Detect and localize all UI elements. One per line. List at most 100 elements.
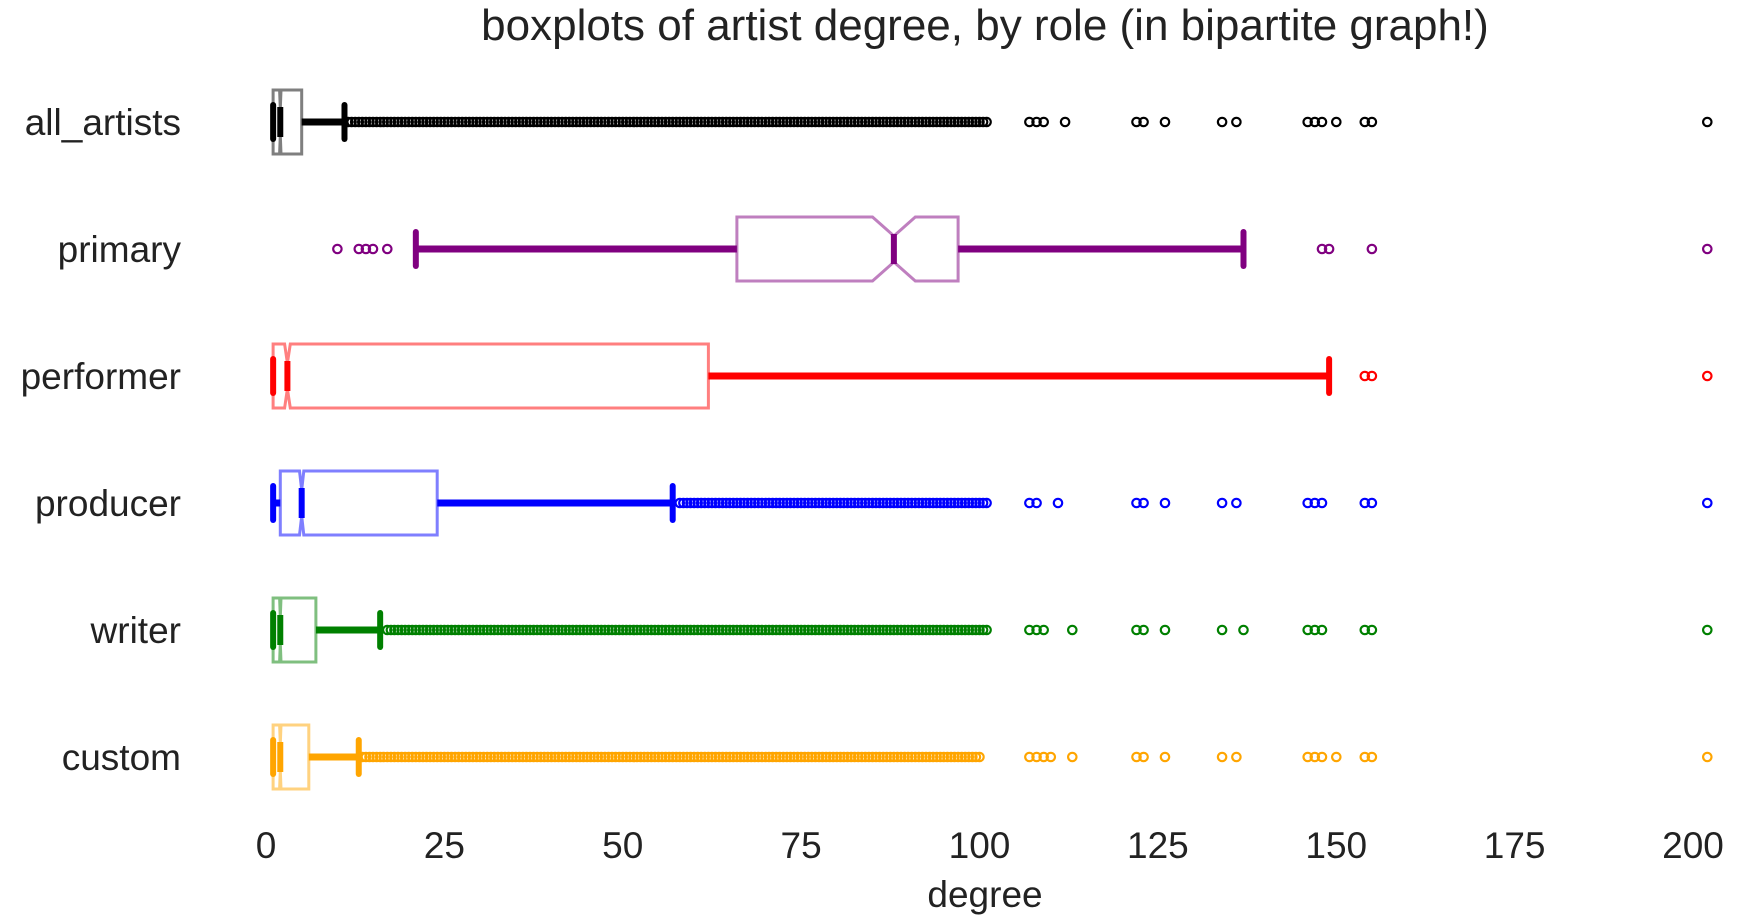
outlier-point bbox=[859, 624, 871, 636]
outlier-point bbox=[774, 624, 785, 636]
outlier-point bbox=[403, 116, 414, 128]
outlier-point bbox=[856, 497, 868, 509]
outlier-point bbox=[799, 116, 810, 128]
outlier-point bbox=[1316, 497, 1328, 509]
outlier-point bbox=[592, 116, 604, 128]
outlier-point bbox=[913, 751, 925, 763]
outlier-point bbox=[827, 497, 839, 509]
outlier-point bbox=[535, 116, 546, 128]
outlier-point bbox=[906, 116, 917, 128]
outlier-point bbox=[899, 116, 910, 128]
outlier-point bbox=[446, 116, 457, 128]
outlier-point bbox=[877, 116, 889, 128]
outlier-point bbox=[488, 751, 500, 763]
outlier-point bbox=[831, 751, 843, 763]
outlier-point bbox=[549, 624, 561, 636]
outlier-point bbox=[863, 624, 875, 636]
outlier-point bbox=[799, 497, 810, 509]
outlier-point bbox=[884, 497, 896, 509]
outlier-point bbox=[692, 116, 703, 128]
outlier-point bbox=[770, 497, 782, 509]
outlier-point bbox=[777, 497, 789, 509]
outlier-point bbox=[553, 624, 564, 636]
outlier-point bbox=[1031, 751, 1042, 763]
outlier-point bbox=[617, 751, 629, 763]
outlier-point bbox=[399, 116, 411, 128]
outlier-point bbox=[674, 116, 686, 128]
x-tick-label: 75 bbox=[781, 825, 822, 866]
outlier-point bbox=[774, 116, 785, 128]
outlier-point bbox=[742, 497, 753, 509]
outlier-point bbox=[763, 497, 775, 509]
outlier-point bbox=[981, 624, 992, 636]
outlier-point bbox=[767, 751, 778, 763]
outlier-point bbox=[731, 624, 743, 636]
outlier-point bbox=[688, 116, 700, 128]
outlier-point bbox=[785, 116, 796, 128]
outlier-point bbox=[874, 497, 885, 509]
outlier-point bbox=[938, 497, 950, 509]
outlier-point bbox=[720, 624, 732, 636]
outlier-point bbox=[546, 751, 557, 763]
outlier-point bbox=[360, 116, 372, 128]
outlier-point bbox=[924, 497, 935, 509]
outlier-point bbox=[460, 751, 472, 763]
outlier-point bbox=[795, 497, 807, 509]
outlier-point bbox=[567, 624, 579, 636]
outlier-point bbox=[663, 624, 675, 636]
outlier-point bbox=[546, 624, 557, 636]
outlier-point bbox=[685, 751, 696, 763]
outlier-point bbox=[1038, 624, 1049, 636]
outlier-point bbox=[1231, 116, 1242, 128]
outlier-point bbox=[670, 624, 682, 636]
outlier-point bbox=[1366, 370, 1378, 382]
outlier-point bbox=[824, 624, 835, 636]
outlier-point bbox=[845, 116, 857, 128]
x-tick-label: 200 bbox=[1662, 825, 1724, 866]
outlier-point bbox=[877, 751, 889, 763]
x-tick-label: 150 bbox=[1305, 825, 1367, 866]
outlier-point bbox=[403, 751, 414, 763]
outlier-point bbox=[710, 497, 721, 509]
outlier-point bbox=[963, 116, 975, 128]
outlier-point bbox=[670, 116, 682, 128]
outlier-point bbox=[595, 624, 607, 636]
outlier-point bbox=[417, 751, 429, 763]
outlier-point bbox=[374, 751, 386, 763]
outlier-point bbox=[959, 497, 971, 509]
outlier-point bbox=[881, 497, 892, 509]
outlier-point bbox=[859, 751, 871, 763]
outlier-point bbox=[770, 624, 782, 636]
outlier-point bbox=[959, 751, 971, 763]
x-tick-label: 0 bbox=[256, 825, 277, 866]
outlier-point bbox=[952, 497, 964, 509]
y-tick-label: producer bbox=[35, 483, 181, 524]
outlier-point bbox=[888, 497, 900, 509]
outlier-point bbox=[845, 624, 857, 636]
outlier-point bbox=[635, 751, 646, 763]
outlier-point bbox=[831, 116, 843, 128]
outlier-point bbox=[845, 751, 857, 763]
outlier-point bbox=[838, 116, 850, 128]
outlier-point bbox=[378, 116, 389, 128]
outlier-point bbox=[724, 624, 736, 636]
outlier-point bbox=[531, 116, 543, 128]
outlier-point bbox=[606, 624, 618, 636]
outlier-point bbox=[913, 624, 925, 636]
outlier-point bbox=[852, 751, 864, 763]
outlier-point bbox=[813, 624, 825, 636]
outlier-point bbox=[585, 624, 596, 636]
outlier-point bbox=[767, 497, 778, 509]
outlier-point bbox=[888, 624, 900, 636]
outlier-point bbox=[752, 497, 764, 509]
outlier-point bbox=[667, 751, 678, 763]
outlier-point bbox=[777, 116, 789, 128]
outlier-point bbox=[645, 116, 657, 128]
outlier-point bbox=[528, 751, 539, 763]
outlier-point bbox=[717, 624, 728, 636]
outlier-point bbox=[817, 116, 828, 128]
outlier-point bbox=[1359, 497, 1371, 509]
outlier-point bbox=[381, 243, 393, 255]
outlier-point bbox=[909, 751, 921, 763]
